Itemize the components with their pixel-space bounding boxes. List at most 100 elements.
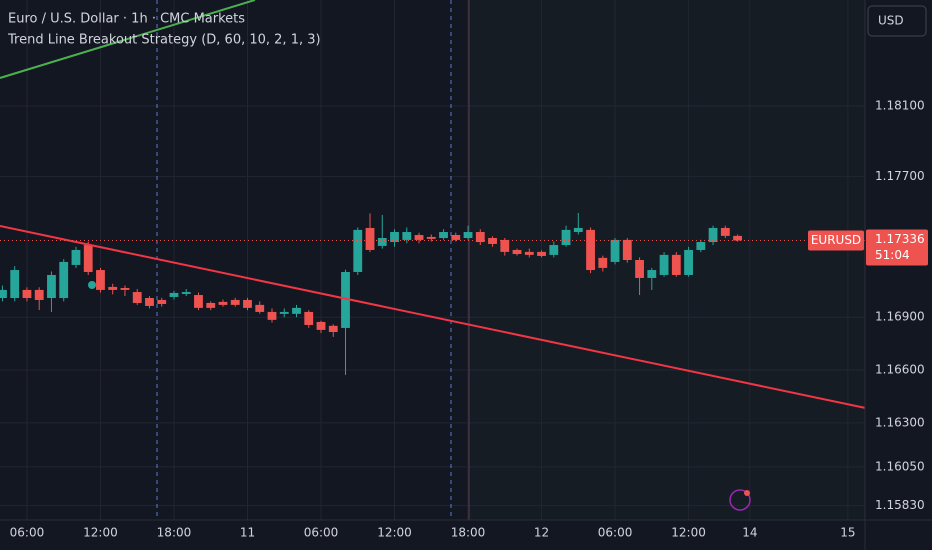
candle-body xyxy=(83,245,93,272)
currency[interactable]: USD xyxy=(878,14,904,28)
candle-body xyxy=(622,239,632,260)
x-tick-label: 12:00 xyxy=(83,526,118,540)
candle-body xyxy=(671,254,681,275)
signal-marker xyxy=(88,281,96,289)
x-tick-label: 12 xyxy=(534,526,549,540)
grid xyxy=(0,0,865,520)
candle-body xyxy=(377,237,387,246)
candle-body xyxy=(647,270,657,278)
candle-body xyxy=(500,239,510,252)
candle-body xyxy=(132,292,142,303)
candle-body xyxy=(255,304,265,312)
candle-body xyxy=(157,299,167,305)
x-tick-label: 06:00 xyxy=(10,526,45,540)
candle-body xyxy=(206,302,216,308)
candle-body xyxy=(59,261,69,299)
chart-title: Euro / U.S. Dollar · 1h · CMC Markets xyxy=(8,12,245,27)
y-tick-label: 1.16300 xyxy=(875,415,925,429)
price-axis xyxy=(865,0,932,550)
candle-body xyxy=(524,251,534,255)
alert-dot xyxy=(744,490,750,496)
candle-body xyxy=(561,229,571,246)
candle-body xyxy=(720,227,730,236)
y-tick-label: 1.16600 xyxy=(875,363,925,377)
candle-body xyxy=(316,321,326,330)
candle-body xyxy=(120,287,130,290)
candle-body xyxy=(230,299,240,305)
candle-body xyxy=(10,270,20,299)
candle-body xyxy=(439,232,448,238)
candle-body xyxy=(243,299,252,308)
price-tag xyxy=(866,229,928,266)
y-tick-label: 1.17700 xyxy=(875,169,925,183)
candle-body xyxy=(598,257,608,268)
candle-body xyxy=(169,292,179,297)
candle-body xyxy=(610,239,620,262)
candle-body xyxy=(34,289,44,300)
candle-body xyxy=(292,307,301,314)
x-tick-label: 15 xyxy=(840,526,855,540)
symbol-tag xyxy=(808,230,864,251)
candle-body xyxy=(733,235,742,241)
candle-body xyxy=(145,298,154,306)
x-tick-label: 18:00 xyxy=(157,526,192,540)
currency-button[interactable] xyxy=(867,5,927,37)
alert-icon[interactable] xyxy=(729,489,751,511)
candle-body xyxy=(390,232,399,243)
candle-body xyxy=(708,227,718,243)
x-tick-label: 14 xyxy=(742,526,757,540)
plot xyxy=(0,0,866,409)
candle-body xyxy=(365,227,375,250)
candle-body xyxy=(696,242,706,250)
candle-body xyxy=(659,254,669,275)
candle-body xyxy=(181,292,191,294)
x-tick-label: 06:00 xyxy=(304,526,339,540)
candle-body xyxy=(328,325,338,332)
candle-body xyxy=(512,249,522,255)
candle-body xyxy=(267,311,277,320)
candle-body xyxy=(414,235,424,240)
candle-body xyxy=(0,289,7,299)
y-tick-label: 1.15830 xyxy=(875,498,925,512)
x-tick-label: 06:00 xyxy=(598,526,633,540)
candle-body xyxy=(463,232,473,238)
y-tick-label: 1.16900 xyxy=(875,310,925,324)
countdown: 51:04 xyxy=(875,248,910,262)
x-tick-label: 11 xyxy=(240,526,255,540)
candle-body xyxy=(96,270,105,290)
indicator-title: Trend Line Breakout Strategy (D, 60, 10,… xyxy=(7,33,321,48)
candle-body xyxy=(451,235,461,240)
candle-body xyxy=(71,249,81,265)
x-tick-label: 18:00 xyxy=(451,526,486,540)
candle-body xyxy=(304,311,314,325)
candle-body xyxy=(684,249,693,275)
axes: 1.18100 1.17700 1.16900 1.16600 1.16300 1.160… xyxy=(10,98,928,540)
y-tick-label: 1.18100 xyxy=(875,98,925,112)
candle-body xyxy=(402,232,412,240)
candle-body xyxy=(108,286,118,290)
candle-body xyxy=(279,311,289,314)
x-tick-label: 12:00 xyxy=(377,526,412,540)
candle-body xyxy=(22,289,32,299)
candle-body xyxy=(635,260,644,278)
symbol-label: EURUSD xyxy=(811,233,861,247)
trend-line xyxy=(0,0,256,79)
candle-body xyxy=(475,232,485,243)
candle-body xyxy=(341,271,350,328)
last-price: 1.17336 xyxy=(875,232,925,246)
candle-body xyxy=(194,295,203,308)
candle-body xyxy=(426,236,436,239)
candle-body xyxy=(353,229,363,272)
trend-line xyxy=(0,225,866,409)
candle-body xyxy=(488,237,497,244)
candle-body xyxy=(549,245,559,255)
candle-body xyxy=(573,227,583,233)
y-tick-label: 1.16050 xyxy=(875,459,925,473)
candle-body xyxy=(537,251,546,256)
x-tick-label: 12:00 xyxy=(671,526,706,540)
candle-body xyxy=(586,229,595,271)
candle-body xyxy=(218,301,228,305)
candle-body xyxy=(47,274,56,299)
